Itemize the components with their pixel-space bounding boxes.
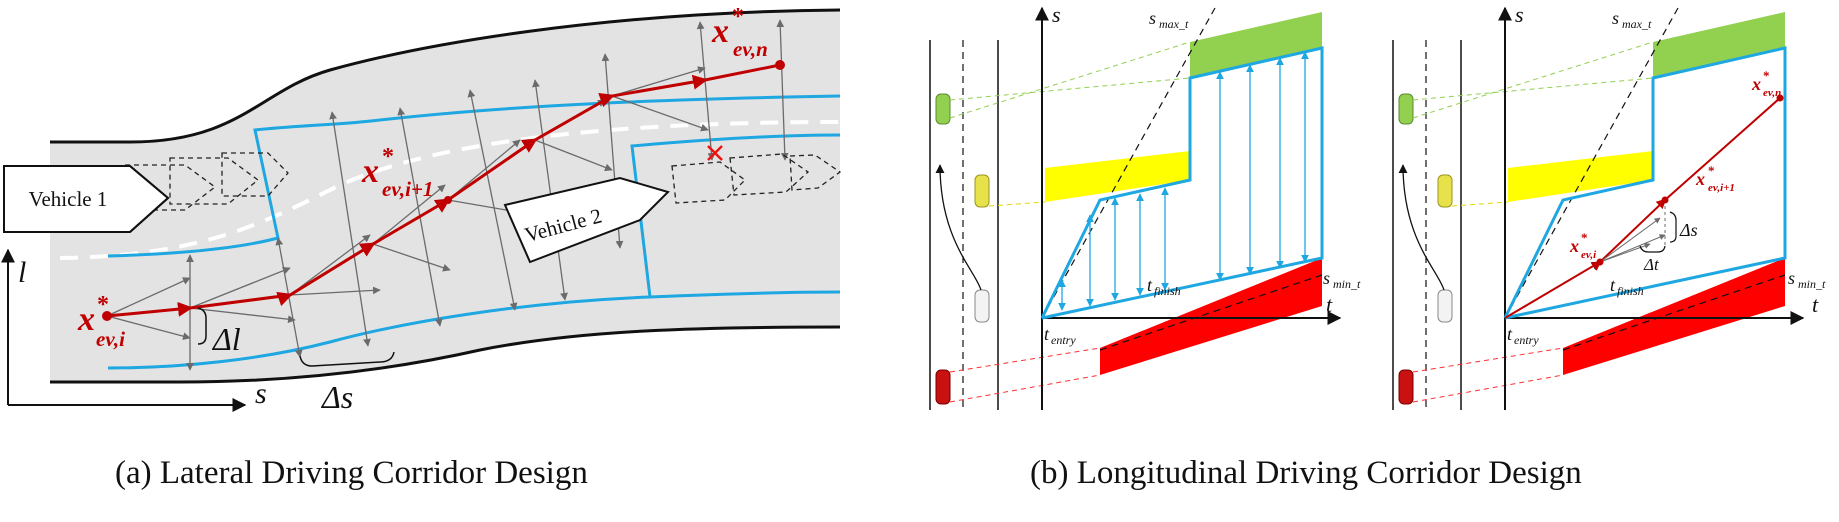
region-red bbox=[1100, 258, 1322, 375]
b2-delta-s-brace bbox=[1669, 211, 1677, 243]
b2-axis-t-label: t bbox=[1812, 292, 1819, 317]
b2-tfinish-label: t finish bbox=[1610, 275, 1644, 298]
trajectory-end-point bbox=[775, 60, 785, 70]
svg-text:*: * bbox=[97, 292, 109, 318]
panel-b-right-st-graph: s t Δs Δt x * ev,i x * ev,i+1 bbox=[1392, 2, 1826, 410]
svg-text:x: x bbox=[1569, 236, 1579, 256]
axis-s-label: s bbox=[255, 377, 267, 410]
svg-text:t: t bbox=[1147, 275, 1153, 295]
b1-axis-t-label: t bbox=[1326, 292, 1333, 317]
car-red-icon bbox=[935, 369, 951, 405]
vehicle2-predicted-positions bbox=[671, 153, 842, 204]
svg-text:ev,n: ev,n bbox=[733, 37, 768, 61]
svg-text:ev,i+1: ev,i+1 bbox=[382, 177, 433, 201]
svg-text:s: s bbox=[1323, 268, 1330, 288]
svg-text:finish: finish bbox=[1154, 284, 1181, 298]
svg-text:s: s bbox=[1788, 268, 1795, 288]
b1-corridor-bounds bbox=[1058, 51, 1309, 311]
trajectory-mid-point bbox=[444, 196, 452, 204]
panel-a-lateral-corridor: Vehicle 1 Vehicle 2 l s Δl Δs x * ev,i x… bbox=[0, 4, 842, 415]
svg-text:s: s bbox=[1149, 8, 1156, 28]
vehicle2-body bbox=[503, 176, 670, 264]
svg-text:ev,n: ev,n bbox=[1763, 87, 1781, 99]
delta-s-brace bbox=[299, 351, 395, 367]
label-x-ev-i1: x * ev,i+1 bbox=[361, 144, 433, 201]
ego-lane-change-path bbox=[935, 164, 982, 291]
b1-longitudinal-corridor bbox=[1040, 46, 1324, 320]
b2-axis-s-label: s bbox=[1515, 2, 1524, 27]
delta-l-label: Δl bbox=[211, 321, 241, 357]
region-red bbox=[1563, 258, 1785, 375]
svg-text:t: t bbox=[1507, 324, 1513, 344]
car-white-icon bbox=[974, 289, 990, 323]
infeasible-cross-icon bbox=[707, 145, 723, 161]
axis-l-label: l bbox=[18, 256, 26, 289]
road-surface bbox=[50, 10, 840, 382]
b2-label-x-ev-n: x * ev,n bbox=[1751, 68, 1781, 99]
svg-text:t: t bbox=[1610, 275, 1616, 295]
vehicle1-nose bbox=[129, 165, 170, 233]
car-white-icon bbox=[1437, 289, 1453, 323]
svg-text:max_t: max_t bbox=[1622, 17, 1652, 31]
region-green bbox=[1653, 12, 1785, 78]
car-yellow-icon bbox=[1437, 174, 1453, 208]
svg-text:*: * bbox=[1581, 230, 1588, 245]
svg-text:x: x bbox=[361, 153, 379, 190]
b2-delta-t-brace bbox=[1639, 245, 1666, 253]
car-red-icon bbox=[1398, 369, 1414, 405]
label-x-ev-n: x * ev,n bbox=[711, 4, 768, 61]
region-green bbox=[1190, 12, 1322, 78]
b2-smax-label: s max_t bbox=[1612, 8, 1652, 31]
svg-text:s: s bbox=[1612, 8, 1619, 28]
b2-label-x-ev-i: x * ev,i bbox=[1569, 230, 1597, 261]
svg-text:x: x bbox=[77, 301, 95, 338]
delta-s-label: Δs bbox=[320, 379, 353, 415]
b1-smin-label: s min_t bbox=[1323, 268, 1361, 291]
svg-text:x: x bbox=[1751, 74, 1761, 94]
b2-label-x-ev-i1: x * ev,i+1 bbox=[1695, 163, 1735, 194]
svg-text:*: * bbox=[1763, 68, 1770, 83]
svg-text:max_t: max_t bbox=[1159, 17, 1189, 31]
b1-tfinish-label: t finish bbox=[1147, 275, 1181, 298]
caption-b: (b) Longitudinal Driving Corridor Design bbox=[1030, 455, 1582, 491]
car-yellow-icon bbox=[974, 174, 990, 208]
car-green-icon bbox=[935, 93, 951, 125]
trajectory-start-point bbox=[102, 311, 112, 321]
svg-text:entry: entry bbox=[1051, 333, 1076, 347]
car-green-icon bbox=[1398, 93, 1414, 125]
svg-text:*: * bbox=[382, 144, 394, 170]
label-x-ev-i: x * ev,i bbox=[77, 292, 125, 351]
region-yellow bbox=[1508, 151, 1653, 202]
delta-l-brace bbox=[197, 307, 207, 345]
svg-text:*: * bbox=[1708, 163, 1715, 178]
svg-text:entry: entry bbox=[1514, 333, 1539, 347]
svg-text:min_t: min_t bbox=[1798, 277, 1826, 291]
road-edge-bottom bbox=[50, 325, 841, 384]
svg-text:t: t bbox=[1044, 324, 1050, 344]
panel-b-left-st-graph: s t s max_t s min_t t entry bbox=[929, 2, 1361, 410]
ego-lane-change-path bbox=[1398, 164, 1445, 291]
svg-text:*: * bbox=[732, 4, 744, 30]
svg-text:ev,i+1: ev,i+1 bbox=[1708, 182, 1735, 194]
b1-tentry-label: t entry bbox=[1044, 324, 1076, 347]
svg-text:min_t: min_t bbox=[1333, 277, 1361, 291]
region-yellow bbox=[1045, 151, 1190, 202]
svg-text:finish: finish bbox=[1617, 284, 1644, 298]
svg-text:x: x bbox=[711, 13, 729, 50]
svg-text:x: x bbox=[1695, 169, 1705, 189]
b2-smin-label: s min_t bbox=[1788, 268, 1826, 291]
b1-axis-s-label: s bbox=[1052, 2, 1061, 27]
caption-a: (a) Lateral Driving Corridor Design bbox=[115, 455, 588, 491]
b2-st-trajectory bbox=[1504, 94, 1784, 319]
svg-text:ev,i: ev,i bbox=[1581, 249, 1597, 261]
b2-delta-s-label: Δs bbox=[1679, 220, 1698, 240]
b2-tentry-label: t entry bbox=[1507, 324, 1539, 347]
b1-smax-label: s max_t bbox=[1149, 8, 1189, 31]
vehicle1-label: Vehicle 1 bbox=[29, 187, 108, 211]
svg-text:ev,i: ev,i bbox=[96, 327, 125, 351]
b2-longitudinal-corridor bbox=[1503, 46, 1787, 320]
b2-delta-t-label: Δt bbox=[1643, 255, 1660, 274]
